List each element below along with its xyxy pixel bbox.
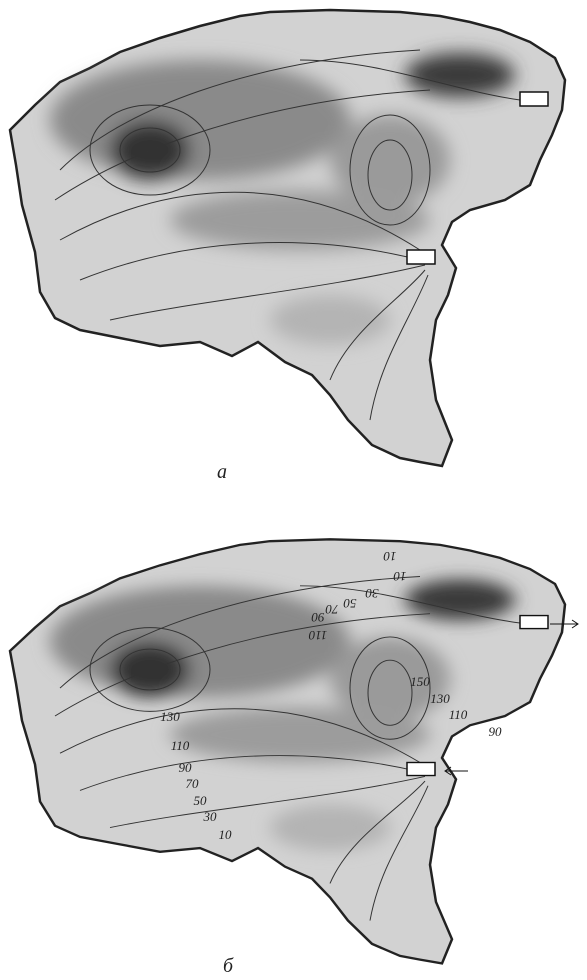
- contour-label: 10: [393, 569, 407, 584]
- contour-label: 50: [194, 793, 208, 808]
- contour-label: 110: [308, 628, 327, 643]
- panel-label: а: [217, 461, 227, 483]
- panel-label: б: [223, 955, 234, 977]
- contour-label: 90: [179, 760, 193, 775]
- contour-label: 130: [430, 691, 450, 706]
- map-a: [10, 10, 565, 466]
- contour-label: 110: [171, 738, 190, 753]
- contour-label: 30: [365, 586, 380, 601]
- contour-label: 10: [383, 549, 397, 564]
- contour-label: 90: [489, 724, 503, 739]
- contour-label: 10: [219, 827, 233, 842]
- contour-label: 50: [343, 596, 357, 611]
- contour-label: 130: [160, 709, 180, 724]
- contour-label: 110: [449, 707, 468, 722]
- figure: а б 101030507090110150130110901301109070…: [0, 0, 587, 980]
- contour-label: 90: [311, 610, 325, 625]
- contour-label: 150: [410, 674, 430, 689]
- contour-label: 70: [186, 776, 200, 791]
- inflow-arrow: [445, 767, 468, 775]
- contour-label: 70: [325, 602, 339, 617]
- map-b: [10, 539, 565, 963]
- contour-label: 30: [203, 809, 218, 824]
